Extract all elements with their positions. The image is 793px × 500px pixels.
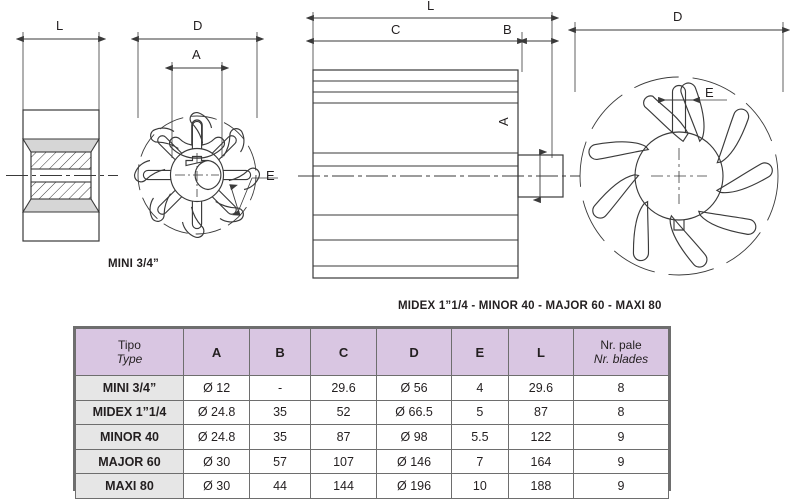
- column-header-a: A: [182, 328, 251, 376]
- cell-a: Ø 24.8: [182, 424, 251, 450]
- cell-e: 7: [450, 448, 509, 475]
- column-header-blades-en: Nr. blades: [593, 352, 649, 366]
- cell-type: MAJOR 60: [75, 448, 184, 475]
- caption-series: MIDEX 1”1/4 - MINOR 40 - MAJOR 60 - MAXI…: [398, 300, 662, 312]
- cell-e: 10: [450, 473, 509, 499]
- dim-label-mini-D: D: [193, 18, 203, 33]
- table-row: MAXI 80 Ø 30 44 144 Ø 196 10 188 9: [75, 473, 669, 499]
- technical-drawing: [6, 12, 791, 279]
- table-row: MINOR 40 Ø 24.8 35 87 Ø 98 5.5 122 9: [75, 424, 669, 450]
- column-header-e: E: [450, 328, 509, 376]
- cell-type: MINI 3/4”: [75, 375, 184, 401]
- column-header-d: D: [376, 328, 452, 376]
- cell-l: 164: [507, 448, 575, 475]
- cell-b: 57: [249, 448, 311, 475]
- cell-c: 87: [309, 424, 378, 450]
- cell-blades: 8: [573, 375, 669, 401]
- caption-mini: MINI 3/4”: [108, 258, 160, 270]
- column-header-c: C: [309, 328, 378, 376]
- cell-a: Ø 24.8: [182, 399, 251, 426]
- cell-blades: 8: [573, 399, 669, 426]
- cell-a: Ø 12: [182, 375, 251, 401]
- cell-l: 122: [507, 424, 575, 450]
- view-side-elevation: [298, 12, 580, 279]
- cell-type: MIDEX 1”1/4: [75, 399, 184, 426]
- table-header-row: Tipo Type A B C D E L Nr. pale Nr. blade…: [75, 328, 669, 376]
- cell-c: 107: [309, 448, 378, 475]
- view-mini-face: [130, 32, 278, 238]
- cell-d: Ø 196: [376, 473, 452, 499]
- cell-b: 35: [249, 424, 311, 450]
- cell-blades: 9: [573, 424, 669, 450]
- cell-blades: 9: [573, 448, 669, 475]
- view-mini-cross-section: [6, 32, 118, 242]
- dim-label-side-B: B: [503, 22, 512, 37]
- cell-type: MINOR 40: [75, 424, 184, 450]
- specification-table: Tipo Type A B C D E L Nr. pale Nr. blade…: [73, 326, 671, 499]
- table-row: MINI 3/4” Ø 12 - 29.6 Ø 56 4 29.6 8: [75, 375, 669, 401]
- cell-c: 29.6: [309, 375, 378, 401]
- cell-b: 44: [249, 473, 311, 499]
- dim-label-mini-E: E: [266, 168, 275, 183]
- cell-d: Ø 98: [376, 424, 452, 450]
- cell-type: MAXI 80: [75, 473, 184, 499]
- cell-a: Ø 30: [182, 448, 251, 475]
- cell-d: Ø 56: [376, 375, 452, 401]
- cell-b: -: [249, 375, 311, 401]
- cell-e: 5.5: [450, 424, 509, 450]
- column-header-blades-it: Nr. pale: [600, 337, 642, 352]
- cell-l: 188: [507, 473, 575, 499]
- cell-l: 87: [507, 399, 575, 426]
- column-header-type-it: Tipo: [118, 337, 141, 352]
- column-header-type-en: Type: [116, 352, 143, 366]
- table-row: MAJOR 60 Ø 30 57 107 Ø 146 7 164 9: [75, 448, 669, 475]
- column-header-blades: Nr. pale Nr. blades: [573, 328, 669, 376]
- cell-c: 144: [309, 473, 378, 499]
- column-header-b: B: [249, 328, 311, 376]
- cell-l: 29.6: [507, 375, 575, 401]
- cell-blades: 9: [573, 473, 669, 499]
- cell-d: Ø 146: [376, 448, 452, 475]
- cell-e: 4: [450, 375, 509, 401]
- dim-label-side-C: C: [391, 22, 401, 37]
- dim-label-side-L: L: [427, 0, 435, 13]
- dim-label-mini-A: A: [192, 47, 201, 62]
- cell-b: 35: [249, 399, 311, 426]
- table-row: MIDEX 1”1/4 Ø 24.8 35 52 Ø 66.5 5 87 8: [75, 399, 669, 426]
- cell-a: Ø 30: [182, 473, 251, 499]
- column-header-type: Tipo Type: [75, 328, 184, 376]
- cell-e: 5: [450, 399, 509, 426]
- cell-d: Ø 66.5: [376, 399, 452, 426]
- dim-label-face-D: D: [673, 9, 683, 24]
- dim-label-side-A: A: [496, 117, 511, 126]
- dim-label-section-L: L: [56, 18, 64, 33]
- dim-label-face-E: E: [705, 85, 714, 100]
- column-header-l: L: [507, 328, 575, 376]
- cell-c: 52: [309, 399, 378, 426]
- view-series-face: [567, 22, 791, 276]
